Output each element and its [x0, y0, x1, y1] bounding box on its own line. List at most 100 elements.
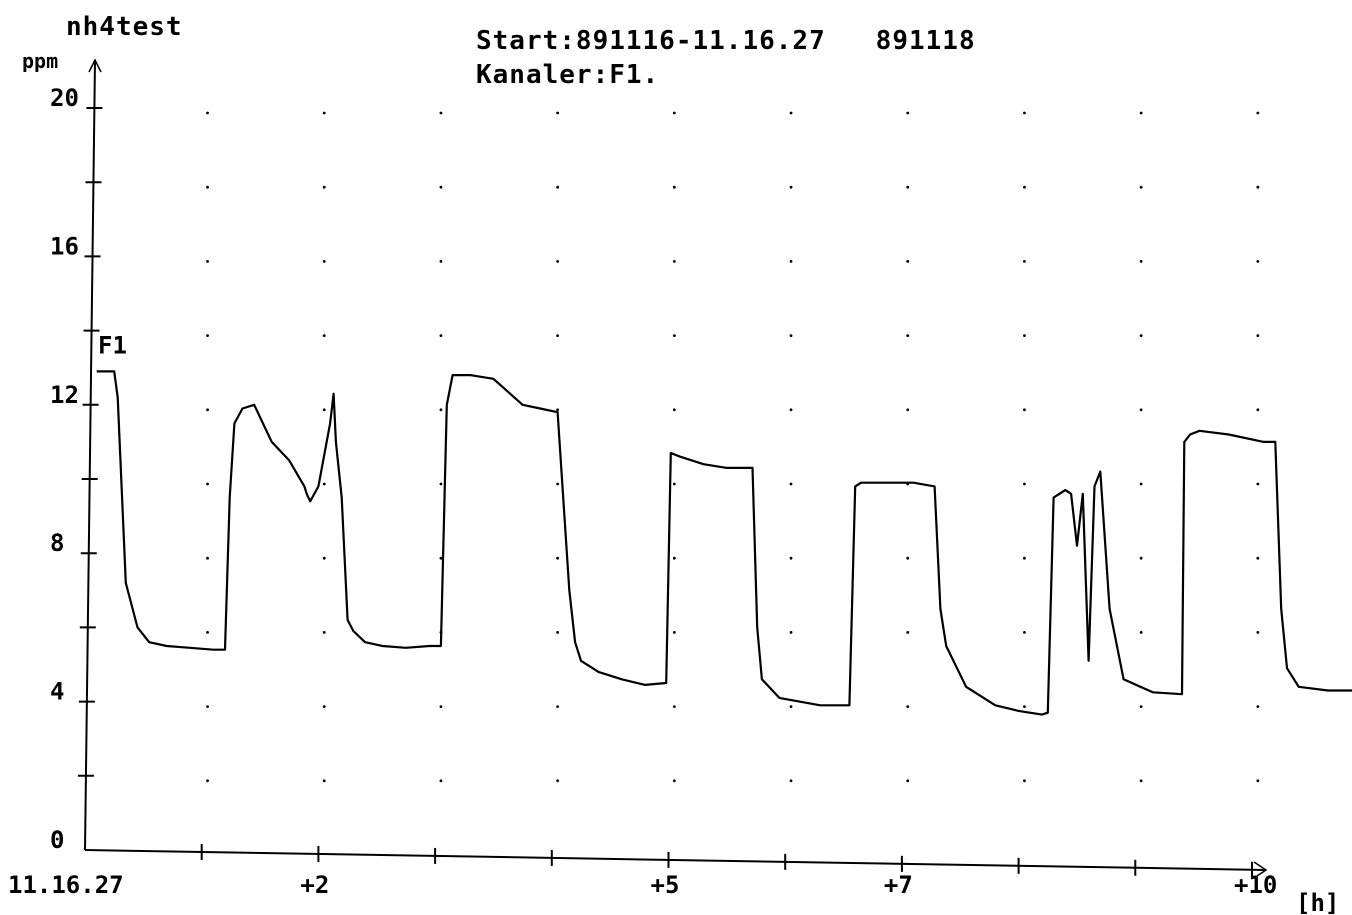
grid-dot [439, 260, 443, 263]
grid-dot [1023, 260, 1026, 263]
grid-dot [206, 556, 209, 560]
x-tick-label: +10 [1234, 871, 1277, 899]
grid-dot [672, 779, 676, 783]
grid-dot [1023, 334, 1026, 337]
x-tick-label: +7 [884, 871, 913, 899]
grid-dot [672, 408, 676, 412]
grid-dot [1023, 185, 1026, 189]
grid-dot [439, 334, 443, 337]
grid-dot [1023, 631, 1026, 634]
grid-dot [439, 185, 443, 189]
grid-dot [1256, 631, 1260, 634]
grid-dot [789, 482, 793, 486]
grid-dot [672, 482, 676, 486]
grid-dot [672, 631, 676, 634]
grid-dot [206, 408, 209, 412]
grid-dot [322, 334, 326, 337]
grid-dot [1139, 631, 1143, 634]
grid-dot [672, 260, 676, 263]
grid-dot [206, 334, 209, 337]
file-name: nh4test [66, 12, 183, 42]
grid-dot [322, 482, 326, 486]
grid-dot [1139, 482, 1143, 486]
grid-dot [206, 779, 209, 783]
grid-dot [322, 631, 326, 634]
grid-dot [1023, 408, 1026, 412]
grid-dots [206, 111, 1260, 783]
grid-dot [672, 111, 676, 115]
grid-dot [556, 260, 560, 263]
grid-dot [789, 705, 793, 708]
grid-dot [789, 408, 793, 412]
grid-dot [906, 556, 910, 560]
x-tick-label: 11.16.27 [8, 871, 124, 899]
grid-dot [1139, 111, 1143, 115]
grid-dot [1023, 705, 1026, 708]
grid-dot [1139, 334, 1143, 337]
grid-dot [1256, 334, 1260, 337]
grid-dot [1023, 556, 1026, 560]
grid-dot [206, 705, 209, 708]
series-layer: F1 [96, 331, 1352, 716]
channels-info: Kanaler:F1. [476, 60, 660, 90]
grid-dot [556, 631, 560, 634]
grid-dot [1023, 482, 1026, 486]
x-axis-line [84, 849, 1267, 871]
grid-dot [322, 705, 326, 708]
grid-dot [789, 185, 793, 189]
grid-dot [1256, 779, 1260, 783]
series-label-f1: F1 [98, 331, 127, 359]
grid-dot [1139, 556, 1143, 560]
grid-dot [789, 631, 793, 634]
grid-dot [1023, 779, 1026, 783]
y-axis-line [84, 59, 96, 851]
y-axis-label: ppm [22, 49, 58, 73]
grid-dot [1139, 705, 1143, 708]
grid-dot [206, 185, 209, 189]
grid-dot [906, 779, 910, 783]
grid-dot [439, 111, 443, 115]
grid-dot [789, 334, 793, 337]
x-axis-arrow [1253, 861, 1268, 879]
x-axis-label: [h] [1296, 889, 1339, 915]
grid-dot [556, 779, 560, 783]
grid-dot [556, 482, 560, 486]
grid-dot [1256, 482, 1260, 486]
grid-dot [322, 260, 326, 263]
grid-dot [322, 408, 326, 412]
grid-dot [906, 185, 910, 189]
y-tick-label: 16 [50, 232, 79, 260]
grid-dot [439, 482, 443, 486]
y-tick-label: 4 [50, 678, 64, 706]
x-tick-label: +5 [651, 871, 680, 899]
grid-dot [556, 185, 560, 189]
grid-dot [1256, 556, 1260, 560]
y-axis-arrow [88, 58, 102, 73]
grid-dot [206, 482, 209, 486]
grid-dot [789, 111, 793, 115]
grid-dot [672, 556, 676, 560]
grid-dot [322, 185, 326, 189]
grid-dot [906, 334, 910, 337]
grid-dot [206, 260, 209, 263]
grid-dot [1256, 705, 1260, 708]
y-tick-label: 12 [50, 381, 79, 409]
grid-dot [906, 260, 910, 263]
grid-dot [556, 111, 560, 115]
grid-dot [439, 556, 443, 560]
axes [77, 58, 1268, 879]
grid-dot [789, 779, 793, 783]
grid-dot [1139, 779, 1143, 783]
x-tick-label: +2 [300, 871, 329, 899]
grid-dot [439, 705, 443, 708]
grid-dot [672, 185, 676, 189]
grid-dot [439, 408, 443, 412]
grid-dot [906, 631, 910, 634]
grid-dot [1256, 111, 1260, 115]
grid-dot [1256, 185, 1260, 189]
grid-dot [906, 705, 910, 708]
grid-dot [906, 111, 910, 115]
y-tick-label: 20 [50, 84, 79, 112]
